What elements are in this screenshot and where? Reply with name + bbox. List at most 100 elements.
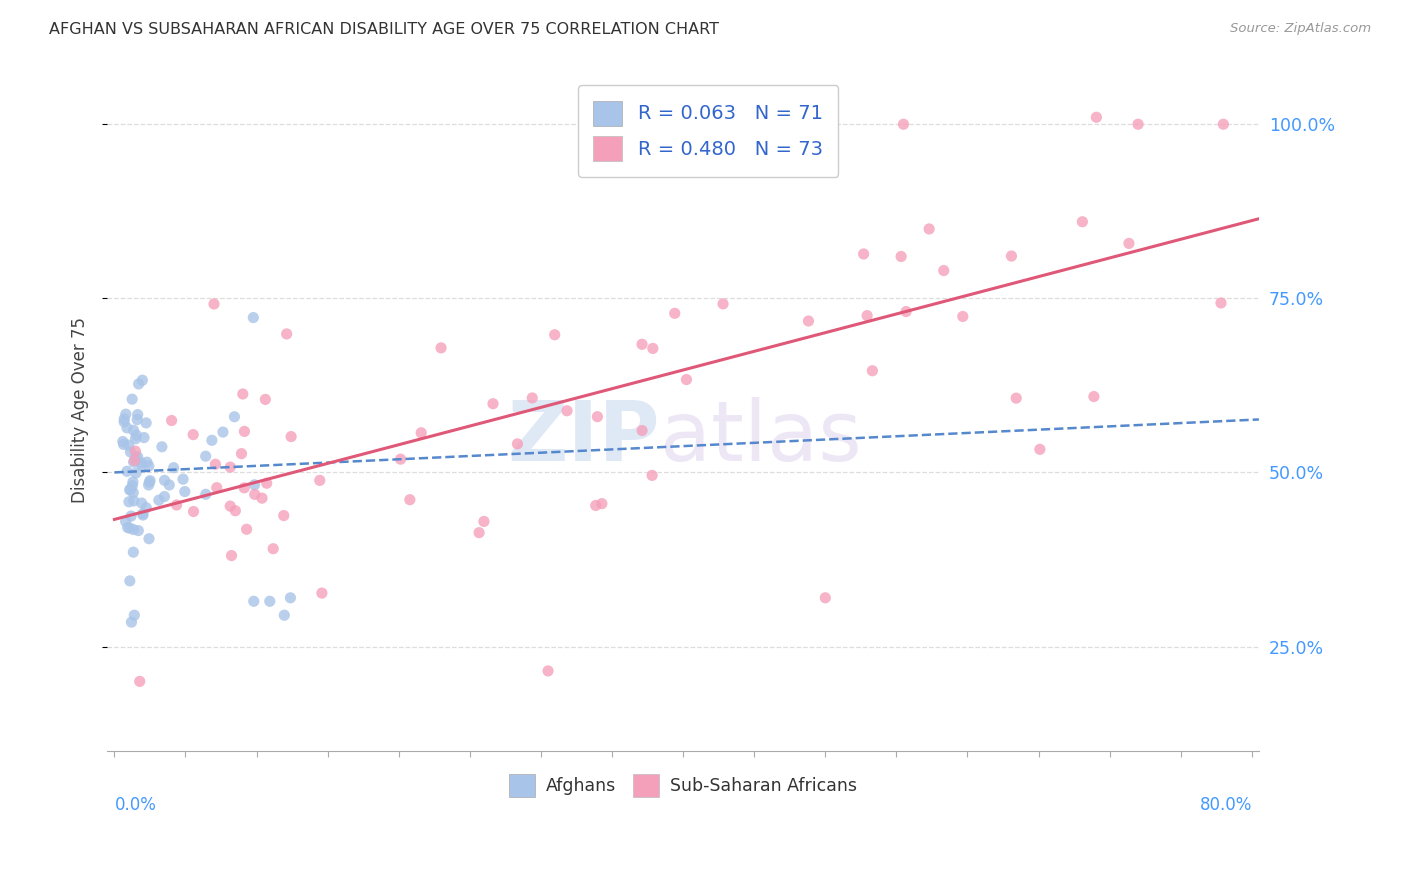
- Point: [121, 615, 143, 629]
- Point: [127, 412, 149, 426]
- Point: [118, 574, 141, 588]
- Point: [132, 431, 155, 445]
- Point: [468, 525, 491, 540]
- Point: [173, 484, 195, 499]
- Point: [122, 523, 145, 537]
- Point: [262, 541, 284, 556]
- Point: [544, 327, 567, 342]
- Point: [952, 310, 974, 324]
- Point: [711, 297, 734, 311]
- Point: [122, 485, 145, 500]
- Point: [591, 497, 613, 511]
- Y-axis label: Disability Age Over 75: Disability Age Over 75: [72, 317, 89, 503]
- Point: [129, 456, 152, 470]
- Point: [242, 310, 264, 325]
- Point: [1209, 296, 1232, 310]
- Point: [273, 508, 295, 523]
- Point: [219, 460, 242, 475]
- Point: [120, 509, 142, 524]
- Point: [148, 493, 170, 508]
- Point: [153, 474, 176, 488]
- Point: [181, 427, 204, 442]
- Point: [506, 437, 529, 451]
- Point: [250, 491, 273, 505]
- Point: [163, 460, 186, 475]
- Point: [280, 429, 302, 443]
- Point: [860, 364, 883, 378]
- Point: [160, 413, 183, 427]
- Point: [122, 455, 145, 469]
- Point: [537, 664, 560, 678]
- Point: [118, 483, 141, 497]
- Point: [894, 304, 917, 318]
- Point: [120, 483, 142, 497]
- Point: [121, 478, 143, 492]
- Point: [201, 434, 224, 448]
- Text: 80.0%: 80.0%: [1199, 797, 1251, 814]
- Point: [132, 507, 155, 521]
- Text: atlas: atlas: [659, 397, 862, 477]
- Point: [135, 416, 157, 430]
- Point: [398, 492, 420, 507]
- Point: [224, 409, 246, 424]
- Point: [280, 591, 302, 605]
- Point: [233, 425, 256, 439]
- Point: [112, 415, 135, 429]
- Point: [242, 594, 264, 608]
- Point: [641, 468, 664, 483]
- Point: [120, 445, 142, 459]
- Point: [1071, 215, 1094, 229]
- Point: [797, 314, 820, 328]
- Point: [224, 504, 246, 518]
- Point: [194, 449, 217, 463]
- Point: [139, 474, 162, 488]
- Point: [1085, 110, 1108, 124]
- Point: [243, 487, 266, 501]
- Point: [232, 387, 254, 401]
- Point: [125, 428, 148, 442]
- Point: [124, 450, 146, 465]
- Point: [114, 407, 136, 421]
- Point: [273, 608, 295, 623]
- Point: [131, 496, 153, 510]
- Point: [122, 423, 145, 437]
- Point: [117, 520, 139, 534]
- Point: [219, 499, 242, 513]
- Point: [118, 438, 141, 452]
- Point: [115, 421, 138, 435]
- Point: [202, 297, 225, 311]
- Point: [127, 408, 149, 422]
- Point: [205, 481, 228, 495]
- Point: [127, 524, 149, 538]
- Point: [389, 452, 412, 467]
- Point: [122, 545, 145, 559]
- Point: [675, 373, 697, 387]
- Point: [122, 494, 145, 508]
- Point: [1212, 117, 1234, 131]
- Point: [153, 490, 176, 504]
- Point: [932, 263, 955, 277]
- Point: [893, 117, 915, 131]
- Point: [131, 373, 153, 387]
- Point: [235, 522, 257, 536]
- Point: [814, 591, 837, 605]
- Point: [631, 424, 654, 438]
- Point: [118, 495, 141, 509]
- Point: [641, 342, 664, 356]
- Point: [1005, 391, 1028, 405]
- Point: [1000, 249, 1022, 263]
- Point: [121, 392, 143, 406]
- Point: [166, 498, 188, 512]
- Point: [150, 440, 173, 454]
- Point: [112, 437, 135, 451]
- Point: [430, 341, 453, 355]
- Point: [631, 337, 654, 351]
- Point: [125, 466, 148, 480]
- Point: [522, 391, 544, 405]
- Point: [585, 499, 607, 513]
- Point: [890, 250, 912, 264]
- Text: 0.0%: 0.0%: [114, 797, 156, 814]
- Point: [256, 476, 278, 491]
- Point: [122, 475, 145, 489]
- Point: [138, 458, 160, 473]
